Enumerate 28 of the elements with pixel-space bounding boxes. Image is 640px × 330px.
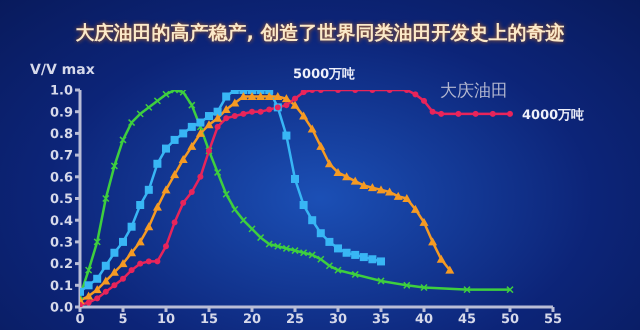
x-tick-label: 30 [328,312,348,328]
y-tick-label: 0.3 [50,236,73,251]
x-tick-label: 50 [500,312,520,328]
x-tick-label: 15 [200,312,218,328]
x-tick-label: 5 [118,312,128,328]
x-tick-label: 45 [458,312,476,328]
x-tick-label: 35 [372,312,390,328]
x-tick-label: 10 [156,312,176,328]
chart-title: 大庆油田的高产稳产, 创造了世界同类油田开发史上的奇迹 [74,21,566,46]
y-tick-label: 0.1 [50,278,73,294]
x-tick-label: 25 [286,312,304,328]
y-tick-label: 0.5 [50,192,73,208]
y-tick-label: 0.7 [50,148,73,164]
annotation: 4000万吨 [522,108,584,123]
y-tick-label: 0.0 [50,300,73,316]
y-tick-label: 0.2 [50,257,73,272]
y-axis-title: V/V max [30,62,95,78]
x-tick-label: 40 [414,312,434,328]
y-tick-label: 1.0 [50,84,73,99]
x-tick-label: 20 [242,312,262,328]
y-tick-label: 0.8 [50,127,73,142]
y-tick-label: 0.9 [50,105,73,120]
series-label: 大庆油田 [440,80,508,101]
annotation: 5000万吨 [293,67,356,82]
y-tick-label: 0.4 [50,214,73,229]
x-tick-label: 55 [544,312,562,328]
y-tick-label: 0.6 [50,170,73,186]
x-tick-label: 0 [75,312,85,328]
